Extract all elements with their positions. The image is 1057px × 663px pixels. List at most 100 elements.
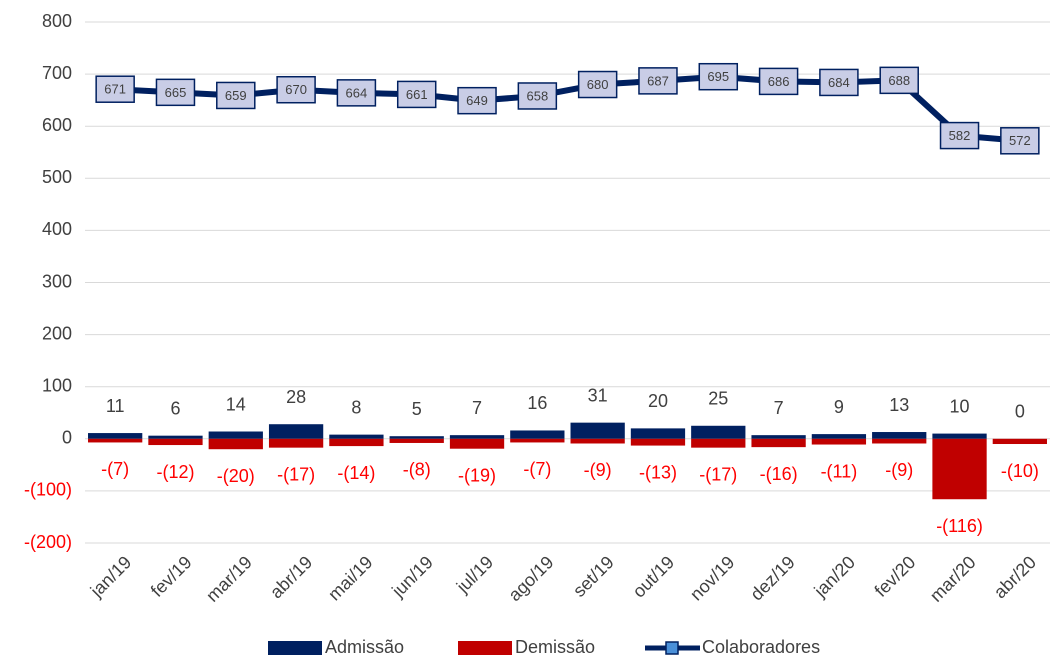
legend-swatch xyxy=(268,641,322,655)
bar xyxy=(268,424,324,439)
line xyxy=(115,73,1021,144)
bar xyxy=(389,436,444,439)
y-tick-label: 100 xyxy=(42,375,72,395)
y-tick-label: 0 xyxy=(62,428,72,448)
data-label: 687 xyxy=(647,73,669,88)
data-label: -(12) xyxy=(156,462,194,482)
data-label: 582 xyxy=(949,128,971,143)
legend-label: Admissão xyxy=(325,637,404,657)
data-label: 695 xyxy=(707,69,729,84)
legend-swatch xyxy=(458,641,512,655)
data-label: -(10) xyxy=(1001,461,1039,481)
line-marker xyxy=(577,70,618,99)
bar xyxy=(88,433,143,439)
bar xyxy=(691,425,746,439)
data-label: -(7) xyxy=(101,459,129,479)
x-tick-label: set/19 xyxy=(569,552,618,601)
line-marker xyxy=(698,62,739,91)
bar xyxy=(449,438,505,449)
line-marker xyxy=(216,81,256,110)
y-tick-label: 300 xyxy=(42,271,72,291)
bar xyxy=(811,438,867,445)
data-label: -(14) xyxy=(337,463,375,483)
y-tick-label: 600 xyxy=(42,115,72,135)
line-marker xyxy=(819,68,859,97)
bar xyxy=(389,438,444,443)
bar xyxy=(88,438,143,443)
data-label: -(20) xyxy=(217,466,255,486)
bar xyxy=(510,438,565,443)
bar xyxy=(570,438,625,444)
y-tick-label: -(100) xyxy=(24,480,72,500)
data-label: -(8) xyxy=(403,460,431,480)
line-marker xyxy=(638,67,678,95)
data-label: 28 xyxy=(286,387,306,407)
data-label: 686 xyxy=(768,74,790,89)
line-marker xyxy=(1000,127,1040,155)
x-tick-label: nov/19 xyxy=(686,552,738,604)
bar xyxy=(751,435,806,439)
line-marker xyxy=(155,78,196,107)
bar xyxy=(872,432,927,439)
data-label: 9 xyxy=(834,397,844,417)
y-tick-label: 200 xyxy=(42,323,72,343)
bar xyxy=(872,438,927,444)
x-tick-label: abr/20 xyxy=(990,552,1040,602)
bar xyxy=(570,422,625,439)
bar xyxy=(510,430,565,439)
data-label: -(7) xyxy=(523,459,551,479)
y-tick-label: 400 xyxy=(42,219,72,239)
x-tick-label: out/19 xyxy=(629,552,679,602)
line-marker xyxy=(336,79,377,107)
data-label: 572 xyxy=(1009,133,1031,148)
data-label: -(16) xyxy=(760,464,798,484)
y-tick-label: 800 xyxy=(42,11,72,31)
bar xyxy=(208,438,263,450)
y-tick-label: 500 xyxy=(42,167,72,187)
line-marker xyxy=(396,80,437,109)
x-tick-label: jul/19 xyxy=(452,552,497,597)
legend-label: Colaboradores xyxy=(702,637,820,657)
bar xyxy=(329,438,384,447)
data-label: 6 xyxy=(170,398,180,418)
bar xyxy=(630,428,686,439)
data-label: 661 xyxy=(406,87,428,102)
bar xyxy=(208,431,263,439)
x-tick-label: jan/20 xyxy=(810,552,860,602)
x-tick-label: dez/19 xyxy=(746,552,798,604)
x-tick-label: mar/19 xyxy=(202,552,256,606)
bar xyxy=(932,433,987,439)
data-label: 680 xyxy=(587,77,609,92)
legend-label: Demissão xyxy=(515,637,595,657)
data-label: 14 xyxy=(226,394,246,414)
line-marker xyxy=(879,66,919,95)
bar xyxy=(630,438,686,446)
data-label: 25 xyxy=(708,389,728,409)
bar xyxy=(148,435,203,439)
x-tick-label: mai/19 xyxy=(324,552,376,604)
data-label: 20 xyxy=(648,391,668,411)
x-tick-label: fev/20 xyxy=(871,552,920,601)
line-marker xyxy=(95,75,135,103)
data-label: 5 xyxy=(412,399,422,419)
line-marker xyxy=(276,75,316,104)
data-label: -(116) xyxy=(936,516,983,536)
x-tick-label: ago/19 xyxy=(504,552,557,605)
x-tick-label: mar/20 xyxy=(926,552,980,606)
bar xyxy=(268,438,324,448)
data-label: 649 xyxy=(466,93,488,108)
bar xyxy=(751,438,806,448)
line-marker xyxy=(758,67,799,96)
y-tick-label: 700 xyxy=(42,63,72,83)
data-label: -(17) xyxy=(699,464,737,484)
x-tick-label: jan/19 xyxy=(86,552,136,602)
bar xyxy=(691,438,746,448)
data-label: -(11) xyxy=(821,461,858,481)
data-label: -(19) xyxy=(458,465,496,485)
data-label: 684 xyxy=(828,75,850,90)
data-label: 7 xyxy=(472,398,482,418)
data-label: 8 xyxy=(351,397,361,417)
legend-swatch xyxy=(665,641,679,655)
line-marker xyxy=(457,86,497,115)
